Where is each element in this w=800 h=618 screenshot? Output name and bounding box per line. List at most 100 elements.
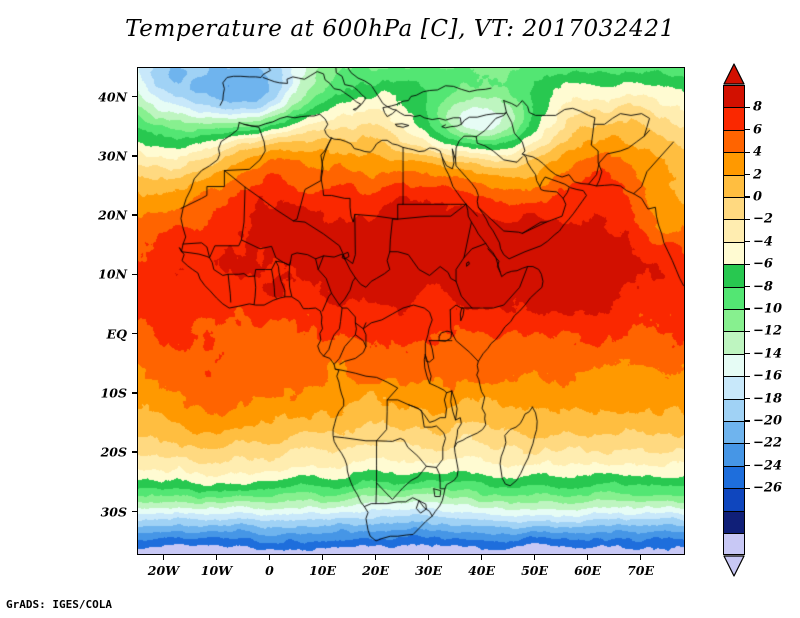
colorbar-segment: [723, 107, 745, 130]
lon-tick: [533, 555, 536, 560]
colorbar-segment: [723, 219, 745, 242]
colorbar-segment: [723, 174, 745, 197]
colorbar-tick: [745, 151, 750, 153]
lon-label-60e: 60E: [574, 563, 602, 578]
colorbar-label: −18: [753, 391, 782, 407]
lon-label-0: 0: [265, 563, 274, 578]
lat-label-eq: EQ: [106, 326, 127, 342]
lat-tick: [132, 510, 137, 513]
colorbar-segment: [723, 286, 745, 309]
lon-tick: [268, 555, 271, 560]
lat-tick: [132, 155, 137, 157]
colorbar-top-cap: [723, 63, 745, 85]
colorbar-tick: [745, 442, 750, 444]
temperature-field-canvas: [138, 68, 684, 554]
colorbar-tick: [745, 308, 750, 310]
colorbar-segment: [723, 129, 745, 153]
colorbar-tick: [745, 465, 750, 467]
colorbar-segment: [723, 353, 745, 377]
colorbar-label: 6: [753, 122, 763, 138]
colorbar-segment: [723, 264, 745, 287]
lon-label-70e: 70E: [627, 563, 655, 578]
colorbar-label: −10: [753, 301, 782, 317]
colorbar-tick: [745, 106, 750, 108]
colorbar-label: −14: [753, 346, 782, 362]
colorbar-tick: [745, 398, 750, 400]
colorbar-segment: [723, 376, 745, 399]
colorbar-tick: [745, 129, 750, 131]
colorbar-label: 8: [753, 99, 763, 115]
lon-tick: [321, 555, 324, 560]
colorbar-label: −22: [753, 435, 782, 451]
colorbar-label: −16: [753, 368, 782, 384]
lon-tick: [215, 555, 218, 560]
lon-label-10e: 10E: [309, 563, 336, 578]
colorbar-label: −26: [753, 480, 782, 496]
lon-tick: [639, 555, 642, 560]
lat-label-20n: 20N: [98, 207, 127, 223]
lat-label-40n: 40N: [98, 89, 127, 105]
colorbar: 8 6 4 2 0 −2 −4 −6 −8 −10 −12 −14 −16 −18 −20 −22 −24 −26: [723, 63, 782, 577]
colorbar-segment: [723, 465, 745, 489]
lat-tick: [132, 95, 137, 98]
page-title: Temperature at 600hPa [C], VT: 201703242…: [125, 16, 675, 42]
colorbar-segment: [723, 309, 745, 332]
lat-label-30n: 30N: [98, 148, 127, 164]
colorbar-tick: [745, 196, 750, 198]
lat-tick: [132, 392, 137, 394]
lat-label-30s: 30S: [100, 504, 127, 519]
lon-label-20w: 20W: [147, 563, 180, 578]
colorbar-segment: [723, 152, 745, 175]
lat-tick: [132, 451, 137, 453]
colorbar-tick: [745, 218, 750, 220]
colorbar-segment: [723, 488, 745, 511]
colorbar-segment: [723, 421, 745, 444]
colorbar-label: −8: [753, 279, 773, 295]
lon-tick: [480, 555, 483, 560]
lon-label-30e: 30E: [415, 563, 443, 578]
colorbar-tick: [745, 353, 750, 355]
colorbar-segment: [723, 398, 745, 421]
colorbar-segment: [723, 197, 745, 220]
lat-tick: [132, 273, 137, 276]
map-plot-area: [137, 67, 685, 555]
colorbar-segment: [723, 241, 745, 265]
colorbar-label: −20: [753, 413, 782, 429]
colorbar-tick: [745, 330, 750, 332]
colorbar-tick: [745, 420, 750, 422]
colorbar-label: −6: [753, 256, 773, 272]
colorbar-segment: [723, 510, 745, 533]
lon-label-20e: 20E: [362, 563, 389, 578]
colorbar-label: −24: [753, 458, 782, 474]
colorbar-segment: [723, 533, 745, 556]
colorbar-label: 0: [753, 189, 763, 205]
colorbar-segment: [723, 443, 745, 466]
colorbar-tick: [745, 263, 750, 265]
colorbar-label: −12: [753, 323, 782, 339]
colorbar-segment: [723, 331, 745, 354]
lat-tick: [132, 214, 137, 216]
colorbar-label: −2: [753, 211, 773, 227]
colorbar-bottom-cap: [723, 555, 745, 577]
colorbar-tick: [745, 286, 750, 288]
colorbar-tick: [745, 375, 750, 377]
lon-label-10w: 10W: [200, 563, 233, 578]
lat-label-20s: 20S: [100, 444, 127, 460]
colorbar-tick: [745, 174, 750, 176]
colorbar-label: 4: [753, 144, 763, 160]
lon-tick: [162, 555, 165, 560]
lon-tick: [374, 555, 377, 560]
footer-credit: GrADS: IGES/COLA: [6, 598, 112, 611]
lat-label-10n: 10N: [98, 266, 127, 282]
lon-label-50e: 50E: [521, 563, 549, 578]
colorbar-label: −4: [753, 234, 773, 250]
lon-label-40e: 40E: [468, 563, 496, 578]
lat-tick: [132, 332, 137, 335]
colorbar-tick: [745, 241, 750, 243]
colorbar-tick: [745, 487, 750, 489]
lon-tick: [427, 555, 430, 560]
colorbar-segment: [723, 85, 745, 108]
colorbar-label: 2: [753, 167, 763, 183]
lon-tick: [586, 555, 589, 560]
lat-label-10s: 10S: [100, 385, 127, 401]
